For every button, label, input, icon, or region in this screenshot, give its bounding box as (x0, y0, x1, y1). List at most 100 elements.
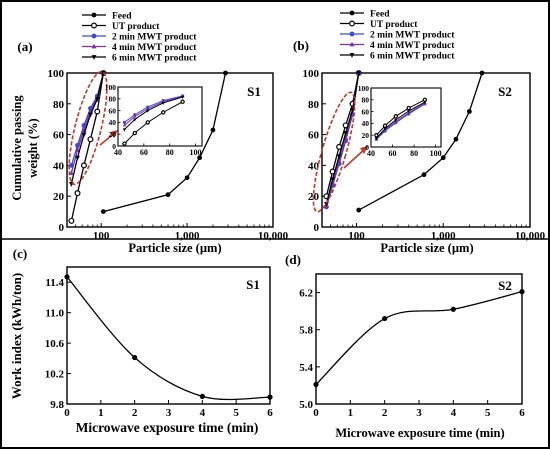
panel-b-inset-x-tick-label: 100 (430, 149, 442, 158)
panel-b-legend-marker (349, 53, 355, 58)
panel-d-sample-label: S2 (498, 278, 512, 293)
panel-a-series-point (184, 175, 190, 181)
panel-b-inset-x-tick-label: 40 (367, 149, 375, 158)
panel-a-series-point (223, 70, 228, 76)
panel-a-y-tick-label: 40 (53, 160, 65, 172)
panel-d-series-line (315, 291, 523, 385)
panel-b-series-point (336, 154, 342, 160)
panel-a-inset-y-tick-label: 0 (112, 142, 116, 151)
panel-a-inset-y-tick-label: 40 (109, 118, 117, 127)
panel-c-sample-label: S1 (246, 277, 260, 292)
panel-a-series-point (74, 190, 81, 197)
panel-b-inset-x-tick-label: 80 (410, 149, 418, 158)
panel-d-x-tick-label: 6 (519, 407, 525, 419)
panel-c-y-tick-label: 10.2 (45, 369, 65, 381)
panel-a-series-line (70, 72, 105, 221)
panel-c-y-tick-label: 11.0 (45, 308, 64, 320)
panel-a-inset-point (146, 109, 150, 113)
panel-b-series-point (440, 155, 446, 161)
panel-b-series-point (356, 207, 362, 213)
panel-a-y-tick-label: 60 (53, 130, 65, 142)
panel-d-x-tick-label: 2 (382, 407, 388, 419)
panel-c-y-axis-title: Work index (kWh/ton) (9, 273, 24, 399)
panel-a-x-tick-label: 10,000 (258, 230, 289, 242)
panel-a-inset-point (122, 120, 127, 124)
panel-b-inset-y-tick-label: 40 (362, 119, 370, 128)
panel-a-inset-point (122, 128, 127, 132)
panel-a-inset-point (132, 130, 137, 136)
panel-b-legend-label: 6 min MWT product (370, 52, 455, 62)
panel-a-inset-x-tick-label: 80 (166, 148, 174, 157)
panel-b-label: (b) (293, 38, 309, 53)
panel-b-series-point (479, 70, 485, 76)
panel-d-x-tick-label: 4 (451, 407, 457, 419)
panel-a-inset-point (122, 123, 127, 127)
panel-b-inset-point (393, 114, 398, 119)
panel-b-inset-point (406, 105, 411, 111)
panel-d-x-tick-label: 3 (416, 407, 422, 419)
panel-b-series-point (421, 172, 427, 178)
panel-a-y-tick-label: 0 (59, 222, 65, 234)
panel-d-y-tick-label: 6.2 (299, 288, 313, 300)
panel-b-inset-point (423, 101, 427, 105)
panel-a-series-point (80, 162, 87, 169)
panel-b-series-point (356, 71, 362, 76)
panel-c-series-point (64, 274, 70, 280)
panel-b-inset-y-tick-label: 20 (362, 131, 370, 140)
panel-b-inset-y-tick-label: 0 (365, 143, 369, 152)
panel-a-series-point (87, 136, 94, 143)
panel-a-series-point (165, 192, 171, 198)
panel-c-y-tick-label: 10.6 (45, 338, 65, 350)
panel-a-inset-point (133, 118, 137, 122)
panel-c-label: (c) (13, 246, 27, 261)
panel-a-highlight-ellipse (68, 70, 108, 186)
panel-a-inset-point (161, 101, 165, 106)
panel-a-y-tick-label: 20 (53, 191, 65, 203)
panel-c-x-tick-label: 2 (132, 407, 138, 419)
panel-d-x-tick-label: 5 (485, 407, 491, 419)
panel-b-inset-y-tick-label: 60 (362, 107, 370, 116)
panel-a-inset-point (180, 99, 185, 104)
panel-b-inset-point (422, 97, 428, 103)
panel-a-inset-y-tick-label: 80 (109, 95, 117, 104)
panel-b-x-tick-label: 1,000 (431, 230, 456, 242)
panel-b-series-line (325, 72, 360, 205)
panel-a-inset-x-tick-label: 60 (140, 148, 148, 157)
panel-b-legend-marker (349, 10, 355, 16)
panel-b-series-point (330, 177, 336, 183)
panel-b-sample-label: S2 (498, 84, 512, 99)
panel-b-y-tick-label: 80 (308, 99, 320, 111)
panel-d-series-point (450, 306, 456, 312)
panel-b-legend-label: Feed (370, 10, 390, 20)
panel-b-inset-y-tick-label: 100 (358, 84, 370, 93)
panel-a-series-point (81, 132, 87, 138)
panel-c-x-tick-label: 6 (267, 407, 273, 419)
panel-b-series-point (343, 131, 349, 136)
panel-c-x-tick-label: 5 (233, 407, 239, 419)
panel-b-legend-marker (349, 41, 355, 47)
panel-d-series-point (519, 289, 525, 295)
panel-b-zoom-arrowhead (360, 146, 368, 154)
panel-d-x-tick-label: 1 (348, 407, 354, 419)
panel-a-legend-marker (91, 33, 97, 39)
panel-a-y-axis-title-line1: Cumulative passing (10, 95, 24, 201)
panel-b-inset-x-tick-label: 60 (389, 149, 397, 158)
panel-a-zoom-arrowhead (110, 130, 118, 138)
panel-d-y-tick-label: 5.8 (299, 325, 313, 337)
panel-a-inset-point (145, 120, 150, 125)
panel-c-y-tick-label: 11.4 (45, 277, 64, 289)
panel-a-series-point (100, 209, 106, 215)
panel-c-series-point (132, 354, 138, 361)
panel-a-inset-x-tick-label: 100 (190, 148, 202, 157)
panel-b-series-point (324, 202, 329, 207)
panel-a-series-point (94, 97, 100, 103)
panel-a-sample-label: S1 (247, 84, 261, 99)
panel-a-label: (a) (17, 39, 32, 54)
panel-a-inset-y-tick-label: 100 (105, 83, 117, 92)
panel-b-inset-y-tick-label: 80 (362, 96, 370, 105)
panel-a-y-tick-label: 80 (53, 99, 65, 111)
panel-b-inset-frame (370, 87, 442, 148)
panel-a-legend-label: Feed (112, 12, 132, 22)
